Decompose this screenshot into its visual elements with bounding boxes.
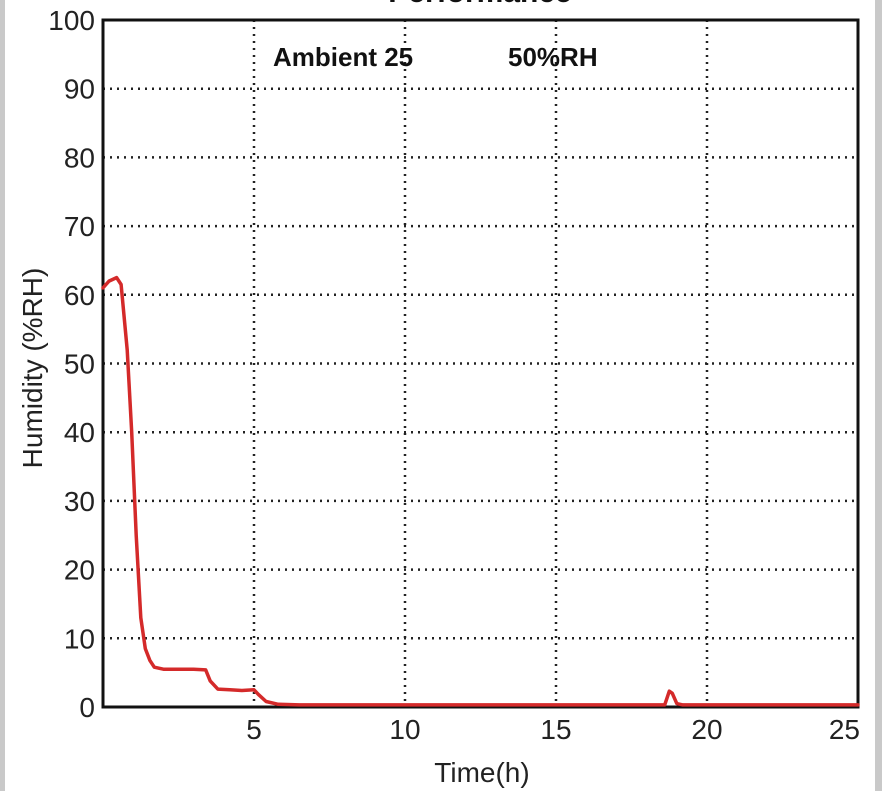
x-tick-label-20: 20: [691, 714, 722, 745]
humidity-series-line: [101, 275, 860, 707]
y-tick-label-30: 30: [64, 486, 95, 517]
grid-lines: [103, 20, 858, 707]
window-frame-left: [0, 0, 5, 791]
x-axis-ticks: 5 10 15 20 25: [246, 714, 860, 745]
y-axis-label: Humidity (%RH): [17, 268, 48, 469]
y-tick-label-10: 10: [64, 623, 95, 654]
annotation-ambient: Ambient 25: [273, 42, 413, 72]
y-tick-label-90: 90: [64, 74, 95, 105]
x-tick-label-10: 10: [389, 714, 420, 745]
chart-title: Performance: [388, 0, 571, 9]
y-tick-label-40: 40: [64, 417, 95, 448]
annotation-rh: 50%RH: [508, 42, 598, 72]
x-tick-label-15: 15: [540, 714, 571, 745]
window-frame-right: [875, 0, 882, 791]
y-tick-label-50: 50: [64, 349, 95, 380]
y-tick-label-70: 70: [64, 211, 95, 242]
y-tick-label-20: 20: [64, 555, 95, 586]
x-axis-label: Time(h): [434, 757, 529, 788]
y-tick-label-100: 100: [48, 5, 95, 36]
x-tick-label-25: 25: [829, 714, 860, 745]
y-axis-ticks: 0 10 20 30 40 50 60 70 80 90 100: [48, 5, 95, 723]
plot-area-border: [101, 18, 860, 709]
y-tick-label-60: 60: [64, 280, 95, 311]
y-tick-label-0: 0: [79, 692, 95, 723]
x-tick-label-5: 5: [246, 714, 262, 745]
y-tick-label-80: 80: [64, 142, 95, 173]
